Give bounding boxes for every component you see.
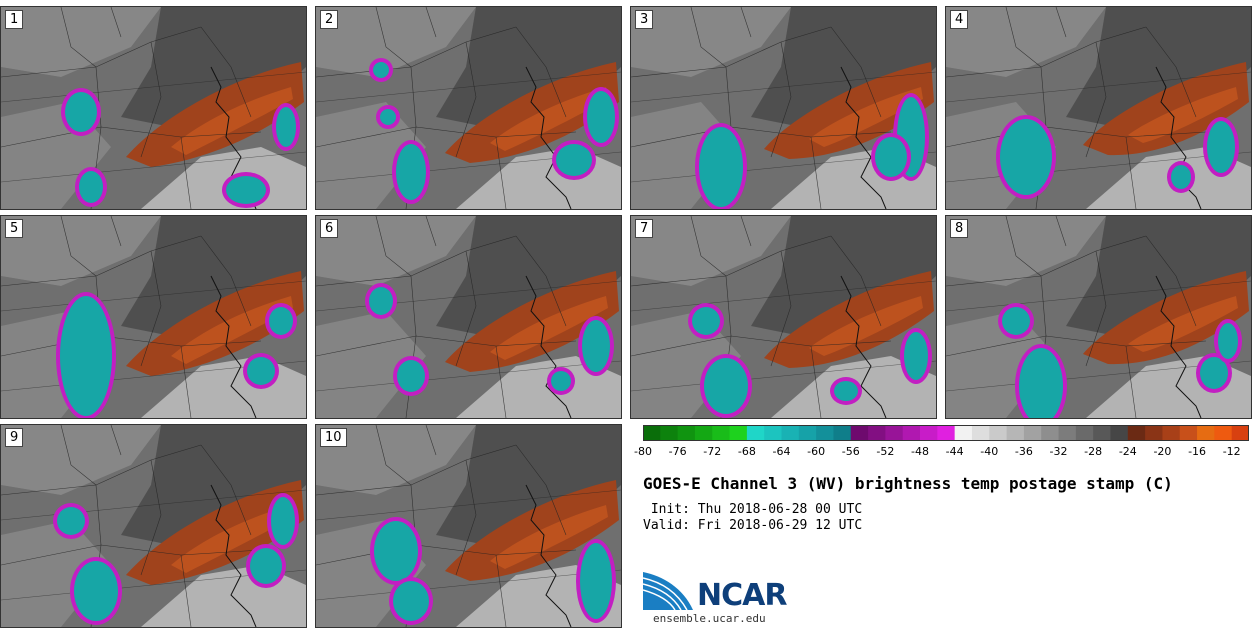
colorbar-bin <box>902 425 921 441</box>
colorbar-tick-label: -80 <box>634 445 652 458</box>
colorbar-bin <box>1214 425 1233 441</box>
colorbar-bin <box>694 425 713 441</box>
colorbar <box>643 425 1249 441</box>
wv-brightness-map <box>1 425 306 627</box>
colorbar-bin <box>868 425 886 441</box>
colorbar-bin <box>1023 425 1042 441</box>
panel-number-label: 5 <box>5 219 24 238</box>
colorbar-tick-label: -24 <box>1118 445 1137 458</box>
chart-title: GOES-E Channel 3 (WV) brightness temp po… <box>643 474 1173 493</box>
colorbar-bin <box>1162 425 1181 441</box>
panel-number-label: 9 <box>5 428 24 447</box>
colorbar-bin <box>1179 425 1198 441</box>
colorbar-tick-label: -52 <box>876 445 895 458</box>
colorbar-tick-label: -76 <box>668 445 687 458</box>
colorbar-tick-label: -44 <box>945 445 964 458</box>
wv-brightness-map <box>316 425 621 627</box>
wv-brightness-map <box>1 7 306 209</box>
colorbar-bin <box>971 425 990 441</box>
forecast-panel-9: 9 <box>0 424 307 628</box>
panel-number-label: 10 <box>320 428 347 447</box>
wv-brightness-map <box>316 7 621 209</box>
site-url: ensemble.ucar.edu <box>653 612 766 625</box>
colorbar-bin <box>746 425 765 441</box>
wv-brightness-map <box>1 216 306 418</box>
colorbar-tick-labels: -80 -76 -72 -68 -64 -60 -56 -52 -48 -44 -40 -36 -32 -… <box>634 445 1249 461</box>
wv-brightness-map <box>631 216 936 418</box>
colorbar-tick-label: -40 <box>980 445 999 458</box>
forecast-panel-5: 5 <box>0 215 307 419</box>
colorbar-tick-label: -16 <box>1188 445 1207 458</box>
colorbar-bin <box>643 425 661 441</box>
colorbar-tick-label: -36 <box>1014 445 1033 458</box>
colorbar-bin <box>712 425 731 441</box>
colorbar-tick-label: -12 <box>1222 445 1241 458</box>
forecast-panel-2: 2 <box>315 6 622 210</box>
forecast-panel-3: 3 <box>630 6 937 210</box>
colorbar-bin <box>798 425 817 441</box>
wv-brightness-map <box>946 216 1251 418</box>
colorbar-bin <box>781 425 800 441</box>
ncar-logo-icon <box>643 572 693 611</box>
panel-number-label: 3 <box>635 10 654 29</box>
wv-brightness-map <box>316 216 621 418</box>
colorbar-bin <box>937 425 956 441</box>
colorbar-bin <box>1110 425 1129 441</box>
panel-number-label: 1 <box>5 10 24 29</box>
colorbar-tick-label: -56 <box>841 445 860 458</box>
colorbar-bin <box>677 425 696 441</box>
colorbar-bin <box>764 425 783 441</box>
panel-number-label: 7 <box>635 219 654 238</box>
colorbar-bin <box>920 425 938 441</box>
forecast-panel-10: 10 <box>315 424 622 628</box>
panel-number-label: 4 <box>950 10 969 29</box>
colorbar-bin <box>729 425 748 441</box>
colorbar-tick-label: -20 <box>1153 445 1172 458</box>
colorbar-bin <box>885 425 904 441</box>
colorbar-bin <box>1093 425 1111 441</box>
colorbar-tick-label: -32 <box>1049 445 1068 458</box>
forecast-panel-4: 4 <box>945 6 1252 210</box>
logo-wordmark: NCAR <box>697 578 787 613</box>
colorbar-bin <box>850 425 869 441</box>
colorbar-bin <box>1231 425 1249 441</box>
colorbar-bin <box>833 425 852 441</box>
colorbar-tick-label: -48 <box>911 445 929 458</box>
colorbar-bin <box>1006 425 1025 441</box>
forecast-panel-8: 8 <box>945 215 1252 419</box>
panel-number-label: 6 <box>320 219 339 238</box>
init-time: Init: Thu 2018-06-28 00 UTC <box>643 502 863 517</box>
colorbar-bin <box>1127 425 1146 441</box>
colorbar-bin <box>816 425 834 441</box>
colorbar-bin <box>954 425 973 441</box>
panel-number-label: 2 <box>320 10 339 29</box>
forecast-panel-6: 6 <box>315 215 622 419</box>
colorbar-tick-label: -28 <box>1084 445 1103 458</box>
valid-time: Valid: Fri 2018-06-29 12 UTC <box>643 518 863 533</box>
colorbar-bin <box>1041 425 1060 441</box>
colorbar-bin <box>1075 425 1094 441</box>
forecast-panel-7: 7 <box>630 215 937 419</box>
panel-number-label: 8 <box>950 219 969 238</box>
forecast-panel-1: 1 <box>0 6 307 210</box>
colorbar-tick-label: -64 <box>772 445 791 458</box>
wv-brightness-map <box>946 7 1251 209</box>
wv-brightness-map <box>631 7 936 209</box>
colorbar-bin <box>989 425 1008 441</box>
colorbar-bin <box>1058 425 1077 441</box>
colorbar-bin <box>1197 425 1215 441</box>
colorbar-bin <box>1145 425 1163 441</box>
colorbar-tick-label: -68 <box>737 445 756 458</box>
colorbar-bin <box>660 425 679 441</box>
colorbar-tick-label: -72 <box>703 445 722 458</box>
colorbar-tick-label: -60 <box>807 445 826 458</box>
